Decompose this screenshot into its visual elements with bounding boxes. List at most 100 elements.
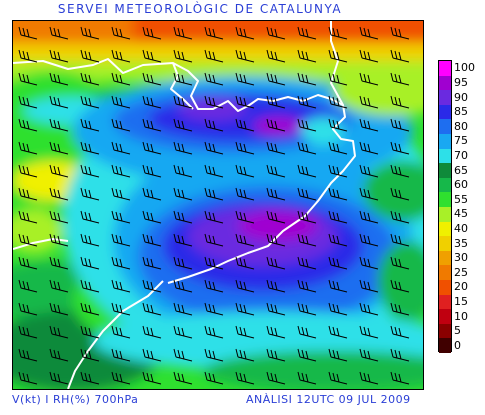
wind-barb (266, 49, 286, 63)
variables-label: V(kt) I RH(%) 700hPa (12, 393, 139, 406)
wind-barb (18, 210, 38, 224)
wind-barb (142, 302, 162, 316)
wind-barb (328, 325, 348, 339)
wind-barb (173, 302, 193, 316)
wind-barb (204, 164, 224, 178)
wind-barb (80, 187, 100, 201)
wind-barb (173, 256, 193, 270)
wind-barb (18, 164, 38, 178)
wind-barb (80, 279, 100, 293)
wind-barb (328, 26, 348, 40)
wind-barb (297, 95, 317, 109)
wind-barb (111, 72, 131, 86)
wind-barb (328, 371, 348, 385)
wind-barb (359, 26, 379, 40)
color-legend (438, 60, 452, 353)
wind-barb (49, 164, 69, 178)
wind-barb (111, 210, 131, 224)
legend-label: 0 (454, 338, 461, 352)
wind-barb (204, 26, 224, 40)
wind-barb (80, 233, 100, 247)
wind-barb (111, 187, 131, 201)
wind-barb (80, 348, 100, 362)
wind-barb (111, 302, 131, 316)
wind-barb (359, 210, 379, 224)
legend-swatch (439, 338, 451, 353)
wind-barb (266, 279, 286, 293)
wind-barb (173, 233, 193, 247)
legend-label: 5 (454, 324, 461, 338)
wind-barb (235, 141, 255, 155)
legend-swatch (439, 192, 451, 207)
legend-swatch (439, 61, 451, 76)
wind-barb (18, 279, 38, 293)
wind-barb (235, 26, 255, 40)
wind-barb (328, 187, 348, 201)
legend-label: 55 (454, 192, 468, 206)
wind-barb (111, 141, 131, 155)
wind-barb (142, 325, 162, 339)
wind-barb (328, 72, 348, 86)
legend-swatch (439, 163, 451, 178)
wind-barb (297, 371, 317, 385)
wind-barb (297, 256, 317, 270)
wind-barb (359, 279, 379, 293)
wind-barb (204, 279, 224, 293)
wind-barb (359, 164, 379, 178)
wind-barb (266, 187, 286, 201)
wind-barb (18, 325, 38, 339)
wind-barb (328, 279, 348, 293)
wind-barb (390, 95, 410, 109)
wind-barb (297, 279, 317, 293)
wind-barb (204, 118, 224, 132)
wind-barb (390, 72, 410, 86)
wind-barb (266, 164, 286, 178)
wind-barb (49, 325, 69, 339)
wind-barb (235, 118, 255, 132)
wind-barb (328, 141, 348, 155)
wind-barb (390, 233, 410, 247)
wind-barb (390, 164, 410, 178)
wind-barb (173, 371, 193, 385)
wind-barb (18, 72, 38, 86)
wind-barb (18, 141, 38, 155)
humidity-field (13, 21, 423, 389)
wind-barb (235, 95, 255, 109)
wind-barb (266, 26, 286, 40)
wind-barb (49, 256, 69, 270)
wind-barb (359, 72, 379, 86)
wind-barb (49, 348, 69, 362)
wind-barb (173, 72, 193, 86)
wind-barb (235, 371, 255, 385)
legend-label: 75 (454, 134, 468, 148)
wind-barb (297, 302, 317, 316)
legend-label: 20 (454, 280, 468, 294)
wind-barb (142, 210, 162, 224)
legend-label: 90 (454, 90, 468, 104)
legend-swatch (439, 236, 451, 251)
wind-barb (204, 325, 224, 339)
wind-barb (173, 118, 193, 132)
wind-barb (204, 348, 224, 362)
wind-barb (359, 118, 379, 132)
wind-barb (49, 141, 69, 155)
wind-barb (204, 49, 224, 63)
wind-barb (18, 95, 38, 109)
wind-barb (266, 348, 286, 362)
legend-swatch (439, 148, 451, 164)
wind-barb (142, 348, 162, 362)
wind-barb (266, 256, 286, 270)
wind-barb (297, 72, 317, 86)
legend-label: 40 (454, 221, 468, 235)
wind-barb (266, 302, 286, 316)
wind-barb (204, 371, 224, 385)
wind-barb (266, 325, 286, 339)
wind-barb (49, 233, 69, 247)
wind-barb (328, 348, 348, 362)
legend-swatch (439, 294, 451, 310)
wind-barb (173, 348, 193, 362)
wind-barb (80, 26, 100, 40)
wind-barb (235, 210, 255, 224)
wind-barb (142, 26, 162, 40)
wind-barb (390, 187, 410, 201)
